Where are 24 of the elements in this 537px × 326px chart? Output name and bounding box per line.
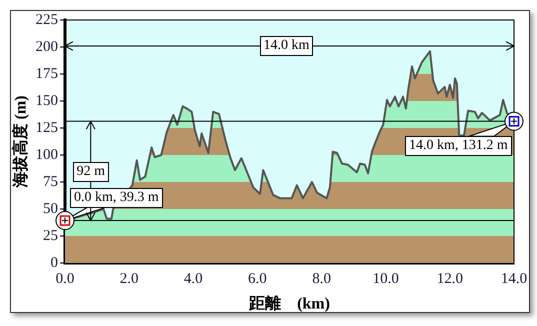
x-tick-label: 10.0 — [372, 270, 399, 287]
y-tick-label: 125 — [36, 120, 58, 136]
y-tick-label: 175 — [36, 66, 58, 82]
annotation: 92 m — [72, 162, 110, 182]
annotation: 0.0 km, 39.3 m — [70, 188, 163, 208]
y-tick-label: 225 — [36, 12, 58, 28]
annotation: 14.0 km, 131.2 m — [405, 136, 512, 156]
y-tick-label: 25 — [43, 228, 58, 244]
x-tick-label: 6.0 — [248, 270, 267, 287]
y-tick-label: 200 — [36, 38, 58, 55]
y-tick-label: 100 — [36, 146, 58, 163]
y-tick-label: 150 — [36, 92, 58, 109]
x-tick-label: 12.0 — [436, 270, 463, 287]
y-tick-label: 50 — [43, 200, 58, 217]
x-axis-title: 距離 (km) — [248, 294, 330, 313]
y-tick-label: 0 — [50, 254, 58, 271]
x-tick-label: 2.0 — [120, 270, 139, 287]
x-tick-label: 0.0 — [56, 270, 74, 287]
annotation: 14.0 km — [260, 36, 314, 56]
x-tick-label: 4.0 — [184, 270, 203, 287]
x-tick-label: 8.0 — [312, 270, 331, 287]
x-tick-label: 14.0 — [500, 270, 528, 287]
y-tick-label: 75 — [43, 174, 58, 190]
y-axis-title: 海拔高度 (m) — [10, 96, 30, 188]
